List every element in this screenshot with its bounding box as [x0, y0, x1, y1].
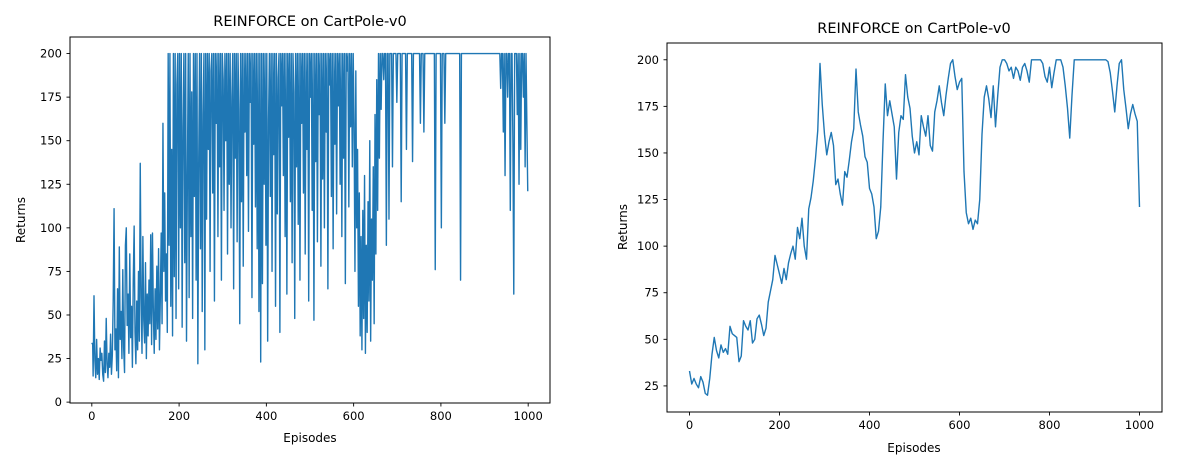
x-tick-label: 400 [255, 409, 277, 423]
y-tick-label: 200 [40, 47, 62, 61]
y-tick-label: 0 [55, 395, 62, 409]
right-tick-group: 0 200 400 600 800 1000 25 50 75 100 125 150 175 200 [637, 53, 1154, 432]
y-tick-label: 25 [47, 352, 62, 366]
x-tick-label: 200 [769, 418, 791, 432]
right-x-axis-label: Episodes [887, 441, 940, 455]
y-tick-label: 100 [637, 239, 659, 253]
left-y-axis-label: Returns [14, 197, 28, 243]
y-tick-label: 175 [637, 99, 659, 113]
x-tick-label: 0 [686, 418, 693, 432]
y-tick-label: 50 [47, 308, 62, 322]
left-x-axis-label: Episodes [283, 431, 336, 445]
x-tick-label: 600 [949, 418, 971, 432]
x-tick-label: 1000 [1125, 418, 1154, 432]
right-y-axis-label: Returns [616, 204, 630, 250]
x-tick-label: 400 [859, 418, 881, 432]
x-tick-label: 800 [430, 409, 452, 423]
y-tick-label: 50 [644, 332, 659, 346]
left-subplot: REINFORCE on CartPole-v0 0 200 400 600 800 10… [14, 14, 551, 445]
y-tick-label: 150 [40, 134, 62, 148]
y-tick-label: 175 [40, 90, 62, 104]
x-tick-label: 600 [343, 409, 365, 423]
right-smoothed-returns-line [688, 59, 1141, 396]
y-tick-label: 150 [637, 146, 659, 160]
y-tick-label: 75 [47, 264, 62, 278]
y-tick-label: 25 [644, 379, 659, 393]
left-plot-title: REINFORCE on CartPole-v0 [213, 14, 406, 30]
right-subplot: REINFORCE on CartPole-v0 0 200 400 600 800 10… [616, 21, 1163, 455]
y-tick-label: 200 [637, 53, 659, 67]
left-tick-group: 0 200 400 600 800 1000 0 25 50 75 100 125 150 175 200 [40, 47, 543, 423]
y-tick-label: 100 [40, 221, 62, 235]
left-raw-returns-line [91, 52, 529, 382]
right-axes-frame [666, 42, 1163, 413]
x-tick-label: 0 [88, 409, 95, 423]
x-tick-label: 800 [1039, 418, 1061, 432]
right-plot-title: REINFORCE on CartPole-v0 [817, 21, 1010, 37]
x-tick-label: 1000 [514, 409, 543, 423]
y-tick-label: 125 [637, 193, 659, 207]
x-tick-label: 200 [168, 409, 190, 423]
left-axes-frame [69, 36, 551, 404]
y-tick-label: 75 [644, 286, 659, 300]
y-tick-label: 125 [40, 177, 62, 191]
